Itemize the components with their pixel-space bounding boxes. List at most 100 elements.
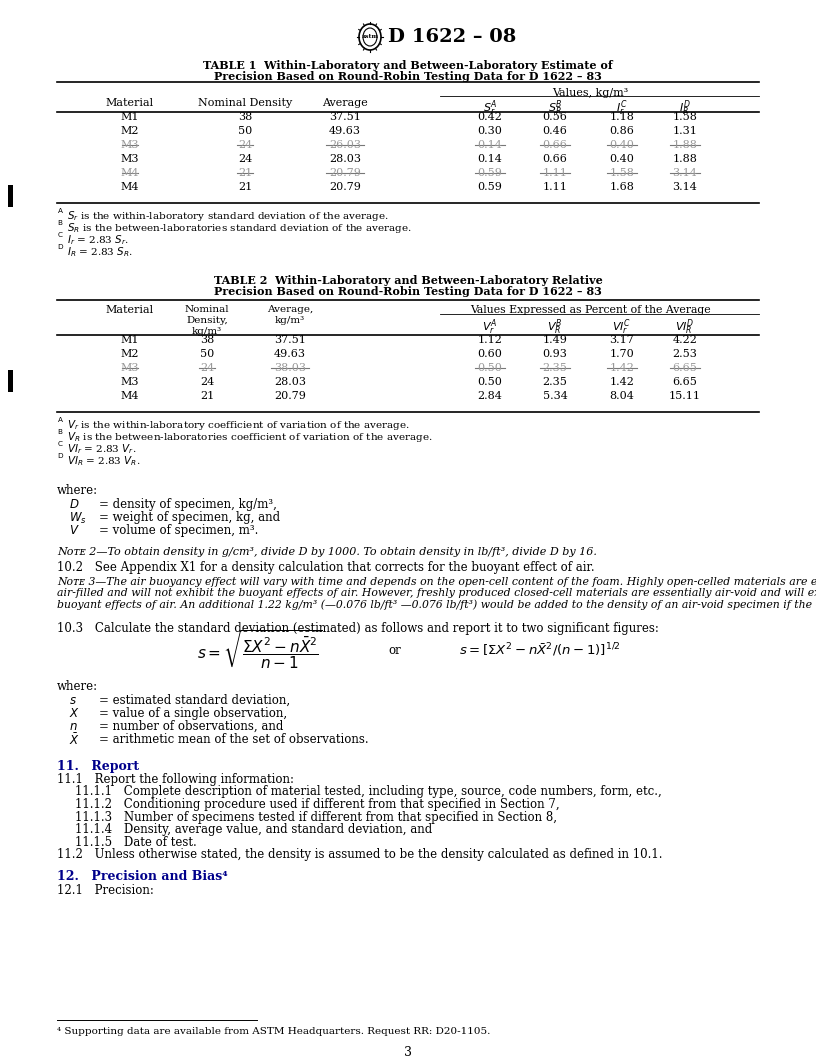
Text: = density of specimen, kg/m³,: = density of specimen, kg/m³,: [99, 498, 277, 511]
Text: 11.1.2  Conditioning procedure used if different from that specified in Section : 11.1.2 Conditioning procedure used if di…: [75, 798, 560, 811]
Text: 3.14: 3.14: [672, 168, 698, 178]
Text: 11.1.4  Density, average value, and standard deviation, and: 11.1.4 Density, average value, and stand…: [75, 823, 432, 836]
Text: 24: 24: [200, 363, 214, 373]
Text: $VI_R$ = 2.83 $V_R$.: $VI_R$ = 2.83 $V_R$.: [67, 454, 140, 468]
Text: 1.11: 1.11: [543, 168, 567, 178]
Text: M1: M1: [121, 112, 140, 122]
Text: $^\mathrm{B}$: $^\mathrm{B}$: [57, 430, 64, 439]
Text: $I_r$ = 2.83 $S_r$.: $I_r$ = 2.83 $S_r$.: [67, 233, 129, 247]
Text: = value of a single observation,: = value of a single observation,: [99, 708, 287, 720]
Text: 1.18: 1.18: [610, 112, 634, 122]
Text: Nominal
Density,
kg/m³: Nominal Density, kg/m³: [184, 305, 229, 336]
Text: Average,
kg/m³: Average, kg/m³: [267, 305, 313, 325]
Text: = number of observations, and: = number of observations, and: [99, 720, 283, 733]
Text: 0.14: 0.14: [477, 154, 503, 164]
Text: 24: 24: [238, 140, 252, 150]
Text: 37.51: 37.51: [274, 335, 306, 345]
Text: $I_R^D$: $I_R^D$: [679, 98, 691, 117]
Text: $s = [\Sigma X^2 - n\bar{X}^2/(n-1)]^{1/2}$: $s = [\Sigma X^2 - n\bar{X}^2/(n-1)]^{1/…: [459, 641, 621, 659]
Text: 0.42: 0.42: [477, 112, 503, 122]
Text: 1.88: 1.88: [672, 140, 698, 150]
Text: $D$: $D$: [69, 498, 79, 511]
Text: $^\mathrm{A}$: $^\mathrm{A}$: [57, 418, 64, 427]
Text: $^\mathrm{C}$: $^\mathrm{C}$: [57, 233, 64, 242]
Text: $S_R^B$: $S_R^B$: [548, 98, 562, 117]
Text: 1.31: 1.31: [672, 126, 698, 136]
Text: 20.79: 20.79: [274, 391, 306, 401]
Text: Average: Average: [322, 98, 368, 108]
Text: $X$: $X$: [69, 708, 80, 720]
Text: 38: 38: [238, 112, 252, 122]
Text: $S_r^A$: $S_r^A$: [483, 98, 497, 117]
Text: D 1622 – 08: D 1622 – 08: [388, 29, 517, 46]
Text: 49.63: 49.63: [329, 126, 361, 136]
Text: $S_r$ is the within-laboratory standard deviation of the average.: $S_r$ is the within-laboratory standard …: [67, 209, 389, 223]
Text: 0.40: 0.40: [610, 154, 634, 164]
Text: 3.14: 3.14: [672, 182, 698, 192]
Text: 1.42: 1.42: [610, 377, 634, 386]
Text: TABLE 2  Within-Laboratory and Between-Laboratory Relative: TABLE 2 Within-Laboratory and Between-La…: [214, 275, 602, 286]
Text: 5.34: 5.34: [543, 391, 567, 401]
Text: $^\mathrm{D}$: $^\mathrm{D}$: [57, 454, 64, 463]
Text: Material: Material: [106, 98, 154, 108]
Text: 21: 21: [238, 182, 252, 192]
Text: 0.50: 0.50: [477, 363, 503, 373]
Text: M3: M3: [121, 363, 140, 373]
Text: = volume of specimen, m³.: = volume of specimen, m³.: [99, 524, 259, 538]
Text: $V$: $V$: [69, 524, 80, 538]
Text: = arithmetic mean of the set of observations.: = arithmetic mean of the set of observat…: [99, 733, 369, 746]
Text: 21: 21: [238, 168, 252, 178]
Text: $s = \sqrt{\dfrac{\Sigma X^2 - n\bar{X}^2}{n-1}}$: $s = \sqrt{\dfrac{\Sigma X^2 - n\bar{X}^…: [197, 628, 323, 672]
Text: $^\mathrm{D}$: $^\mathrm{D}$: [57, 245, 64, 254]
Text: Nominal Density: Nominal Density: [197, 98, 292, 108]
Text: 8.04: 8.04: [610, 391, 634, 401]
Text: 0.50: 0.50: [477, 377, 503, 386]
Text: 0.46: 0.46: [543, 126, 567, 136]
Text: $^\mathrm{A}$: $^\mathrm{A}$: [57, 209, 64, 218]
Text: Values Expressed as Percent of the Average: Values Expressed as Percent of the Avera…: [470, 305, 710, 315]
Text: 21: 21: [200, 391, 214, 401]
Text: 10.3  Calculate the standard deviation (estimated) as follows and report it to t: 10.3 Calculate the standard deviation (e…: [57, 622, 659, 635]
Text: $S_R$ is the between-laboratories standard deviation of the average.: $S_R$ is the between-laboratories standa…: [67, 221, 412, 235]
Text: 0.60: 0.60: [477, 348, 503, 359]
Text: $V_r^A$: $V_r^A$: [482, 317, 498, 337]
Text: = weight of specimen, kg, and: = weight of specimen, kg, and: [99, 511, 280, 524]
Text: $VI_R^D$: $VI_R^D$: [676, 317, 694, 337]
Text: 6.65: 6.65: [672, 377, 698, 386]
Text: $^\mathrm{C}$: $^\mathrm{C}$: [57, 442, 64, 451]
Text: M1: M1: [121, 335, 140, 345]
Text: Precision Based on Round-Robin Testing Data for D 1622 – 83: Precision Based on Round-Robin Testing D…: [214, 286, 602, 297]
Text: $I_r^C$: $I_r^C$: [616, 98, 628, 117]
Text: $\bar{X}$: $\bar{X}$: [69, 733, 80, 749]
Text: M4: M4: [121, 168, 140, 178]
Text: 1.58: 1.58: [610, 168, 634, 178]
Text: buoyant effects of air. An additional 1.22 kg/m³ (—0.076 lb/ft³ —0.076 lb/ft³) w: buoyant effects of air. An additional 1.…: [57, 599, 816, 609]
Text: M3: M3: [121, 140, 140, 150]
Text: 24: 24: [238, 154, 252, 164]
Text: Nᴏᴛᴇ 3—The air buoyancy effect will vary with time and depends on the open-cell : Nᴏᴛᴇ 3—The air buoyancy effect will vary…: [57, 577, 816, 587]
Text: M4: M4: [121, 391, 140, 401]
Text: $n$: $n$: [69, 720, 78, 733]
Bar: [8, 185, 13, 207]
Text: M2: M2: [121, 348, 140, 359]
Text: M4: M4: [121, 182, 140, 192]
Text: 11.1  Report the following information:: 11.1 Report the following information:: [57, 773, 294, 786]
Text: 0.30: 0.30: [477, 126, 503, 136]
Text: 10.2  See Appendix X1 for a density calculation that corrects for the buoyant ef: 10.2 See Appendix X1 for a density calcu…: [57, 561, 595, 574]
Text: 50: 50: [238, 126, 252, 136]
Text: where:: where:: [57, 680, 98, 693]
Text: 1.12: 1.12: [477, 335, 503, 345]
Text: 2.35: 2.35: [543, 363, 567, 373]
Text: Precision Based on Round-Robin Testing Data for D 1622 – 83: Precision Based on Round-Robin Testing D…: [214, 71, 602, 82]
Text: ⁴ Supporting data are available from ASTM Headquarters. Request RR: D20-1105.: ⁴ Supporting data are available from AST…: [57, 1027, 490, 1036]
Text: 11.  Report: 11. Report: [57, 760, 139, 773]
Text: 38.03: 38.03: [274, 363, 306, 373]
Text: 11.1.5  Date of test.: 11.1.5 Date of test.: [75, 835, 197, 849]
Text: $W_s$: $W_s$: [69, 511, 86, 526]
Text: M2: M2: [121, 126, 140, 136]
Text: 11.1.3  Number of specimens tested if different from that specified in Section 8: 11.1.3 Number of specimens tested if dif…: [75, 811, 557, 824]
Text: $VI_r^C$: $VI_r^C$: [613, 317, 632, 337]
Text: 12.  Precision and Bias⁴: 12. Precision and Bias⁴: [57, 870, 228, 884]
Text: 1.68: 1.68: [610, 182, 634, 192]
Text: 6.65: 6.65: [672, 363, 698, 373]
